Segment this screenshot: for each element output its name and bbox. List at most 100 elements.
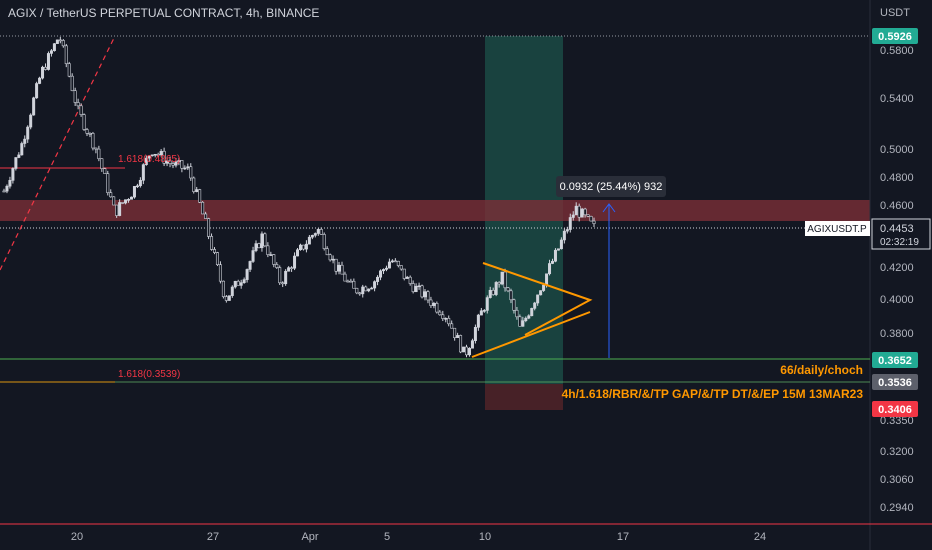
candle-body bbox=[456, 335, 460, 338]
candle-body bbox=[82, 114, 86, 130]
candle-body bbox=[230, 286, 234, 296]
candle-body bbox=[269, 254, 273, 256]
candle-body bbox=[64, 45, 68, 64]
candle-body bbox=[420, 285, 424, 298]
candle-body bbox=[411, 283, 415, 293]
candle-body bbox=[153, 153, 157, 156]
candle-body bbox=[393, 260, 397, 263]
measure-label-box bbox=[556, 176, 666, 197]
price-tick-label: 0.4800 bbox=[880, 172, 914, 184]
candle-body bbox=[518, 316, 522, 327]
candle-body bbox=[340, 264, 344, 275]
candle-body bbox=[272, 254, 276, 265]
candle-body bbox=[550, 260, 554, 264]
candle-body bbox=[355, 287, 359, 294]
candle-body bbox=[482, 310, 486, 312]
candle-body bbox=[38, 77, 42, 84]
candle-body bbox=[328, 254, 332, 261]
triangle-lower-line[interactable] bbox=[471, 311, 591, 358]
candle-body bbox=[55, 39, 59, 44]
countdown-timer: 02:32:19 bbox=[880, 237, 919, 248]
time-tick-label: Apr bbox=[301, 531, 318, 543]
chart-title: AGIX / TetherUS PERPETUAL CONTRACT, 4h, … bbox=[8, 6, 319, 20]
candle-body bbox=[2, 190, 6, 193]
candle-body bbox=[553, 249, 557, 262]
candle-body bbox=[70, 75, 74, 91]
candle-body bbox=[275, 264, 279, 268]
price-tick-label: 0.3200 bbox=[880, 446, 914, 458]
candle-body bbox=[17, 154, 21, 158]
time-tick-label: 20 bbox=[71, 531, 83, 543]
candle-body bbox=[103, 168, 107, 174]
candle-body bbox=[316, 229, 320, 234]
price-tick-label: 0.2940 bbox=[880, 502, 914, 514]
price-tick-label: 0.3060 bbox=[880, 474, 914, 486]
resistance-zone[interactable] bbox=[0, 200, 870, 221]
candle-body bbox=[248, 261, 252, 270]
candle-body bbox=[390, 260, 394, 263]
candle-body bbox=[577, 205, 581, 218]
symbol-tag-bg bbox=[805, 221, 870, 236]
candle-body bbox=[207, 218, 211, 237]
candle-body bbox=[135, 185, 139, 188]
candle-body bbox=[284, 270, 288, 285]
candle-body bbox=[112, 196, 116, 206]
price-tick-label: 0.4600 bbox=[880, 200, 914, 212]
candle-body bbox=[26, 126, 30, 140]
triangle-pattern[interactable] bbox=[482, 262, 593, 336]
candle-body bbox=[195, 189, 199, 192]
long-position-stop-zone[interactable] bbox=[485, 384, 563, 410]
candle-body bbox=[44, 66, 48, 70]
candle-body bbox=[189, 166, 193, 179]
price-tick-label: 0.4000 bbox=[880, 294, 914, 306]
time-axis-ticks: 20 27 Apr 5 10 17 24 bbox=[71, 531, 766, 543]
candle-body bbox=[429, 299, 433, 306]
candle-body bbox=[349, 280, 353, 283]
price-tick-label: 0.3350 bbox=[880, 415, 914, 427]
candle-body bbox=[562, 230, 566, 241]
candle-body bbox=[364, 286, 368, 292]
fib-label-lower: 1.618(0.3539) bbox=[118, 369, 180, 380]
candle-body bbox=[174, 161, 178, 166]
candle-body bbox=[524, 317, 528, 322]
candle-body bbox=[266, 245, 270, 255]
candle-body bbox=[545, 273, 549, 286]
price-tag-green: 0.3652 bbox=[878, 355, 912, 367]
candle-body bbox=[488, 289, 492, 298]
price-tag-red-bg bbox=[872, 401, 918, 417]
candle-body bbox=[307, 236, 311, 245]
trend-line-dashed[interactable] bbox=[0, 35, 116, 271]
candle-body bbox=[213, 249, 217, 253]
candle-body bbox=[334, 258, 338, 272]
current-price-tag: 0.4453 bbox=[880, 223, 914, 235]
candle-body bbox=[512, 299, 516, 311]
candle-body bbox=[156, 153, 160, 156]
candle-body bbox=[491, 289, 495, 295]
price-tick-label: 0.5800 bbox=[880, 45, 914, 57]
candle-body bbox=[97, 148, 101, 160]
candle-body bbox=[367, 288, 371, 292]
candle-body bbox=[35, 83, 39, 99]
candle-body bbox=[343, 273, 347, 282]
candle-body bbox=[530, 308, 534, 317]
time-tick-label: 24 bbox=[754, 531, 766, 543]
candle-body bbox=[165, 160, 169, 164]
candle-body bbox=[527, 315, 531, 319]
candle-body bbox=[450, 323, 454, 329]
price-tick-label: 0.5400 bbox=[880, 93, 914, 105]
candle-body bbox=[239, 282, 243, 286]
candle-body bbox=[224, 296, 228, 301]
candle-body bbox=[479, 310, 483, 316]
candle-body bbox=[287, 267, 291, 272]
candle-body bbox=[361, 286, 365, 295]
candle-body bbox=[423, 291, 427, 298]
candle-body bbox=[118, 202, 122, 216]
candle-body bbox=[11, 168, 15, 181]
candle-body bbox=[370, 287, 374, 290]
candle-body bbox=[49, 50, 53, 54]
candle-body bbox=[61, 40, 65, 47]
candle-body bbox=[476, 314, 480, 328]
candle-body bbox=[290, 267, 294, 269]
